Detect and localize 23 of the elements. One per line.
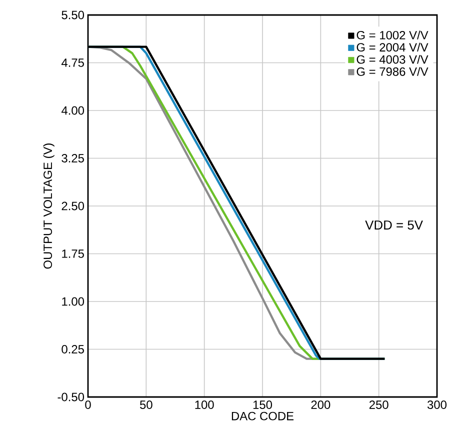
y-tick-label: 1.75 [62, 250, 84, 258]
y-tick-label: 1.00 [62, 297, 84, 306]
y-tick-label: 3.25 [62, 154, 84, 162]
legend-label: G = 4003 V/V [356, 54, 428, 64]
y-tick-label: 0.25 [62, 345, 84, 354]
y-tick-label: 5.50 [62, 10, 84, 20]
x-tick-label: 300 [427, 400, 447, 409]
x-tick-label: 200 [311, 400, 330, 409]
x-tick-label: 100 [195, 400, 214, 409]
y-tick-label: 4.75 [61, 58, 84, 67]
legend-label: G = 1002 V/V [356, 30, 428, 40]
y-axis-title: OUTPUT VOLTAGE (V) [43, 144, 54, 269]
x-axis-title: DAC CODE [232, 412, 294, 420]
x-tick-label: 50 [140, 400, 152, 409]
annotation: VDD = 5V [365, 220, 423, 230]
y-tick-label: -0.50 [58, 392, 84, 402]
x-tick-label: 0 [85, 400, 91, 409]
x-tick-label: 150 [253, 400, 272, 409]
legend-label: G = 2004 V/V [356, 42, 428, 52]
legend-label: G = 7986 V/V [356, 67, 428, 76]
y-tick-label: 2.50 [62, 202, 84, 210]
y-tick-label: 4.00 [61, 106, 84, 115]
x-tick-label: 250 [369, 400, 388, 409]
